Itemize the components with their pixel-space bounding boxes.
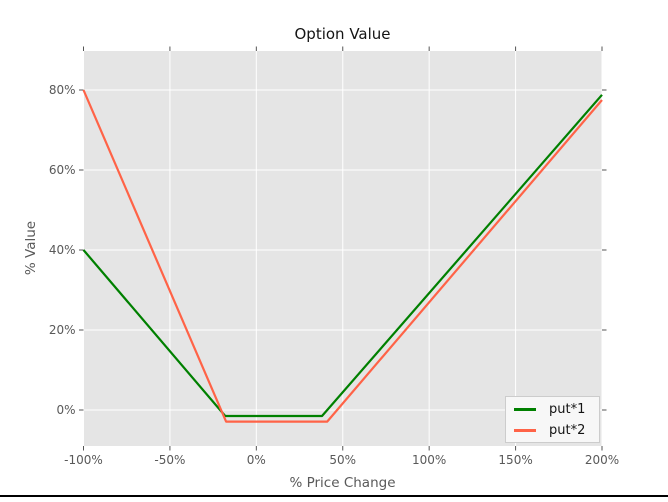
legend-line-swatch [514, 428, 536, 432]
x-tick-label: 200% [585, 453, 619, 467]
y-tick-label: 20% [49, 323, 76, 337]
window-bottom-border [0, 495, 668, 497]
series-line-put*1 [82, 94, 603, 418]
x-tick-label: 150% [498, 453, 532, 467]
legend: put*1 put*2 [505, 396, 600, 443]
y-axis-label: % Value [23, 220, 39, 276]
y-tick-label: 80% [49, 83, 76, 97]
x-axis-label: % Price Change [289, 475, 396, 491]
legend-entry-put*2: put*2 [514, 424, 599, 437]
x-tick-label: -50% [154, 453, 185, 467]
x-tick-label: 0% [247, 453, 266, 467]
y-tick-label: 40% [49, 243, 76, 257]
x-tick-label: 100% [412, 453, 446, 467]
y-tick-label: 0% [56, 403, 75, 417]
legend-entry-label: put*1 [549, 401, 586, 417]
chart-title: Option Value [294, 25, 391, 43]
legend-entry-label: put*2 [549, 422, 586, 438]
legend-entry-put*1: put*1 [514, 403, 599, 416]
x-tick-label: 50% [329, 453, 356, 467]
series-line-put*2 [82, 89, 603, 423]
y-tick-label: 60% [49, 163, 76, 177]
legend-line-swatch [514, 407, 536, 411]
x-tick-label: -100% [64, 453, 103, 467]
